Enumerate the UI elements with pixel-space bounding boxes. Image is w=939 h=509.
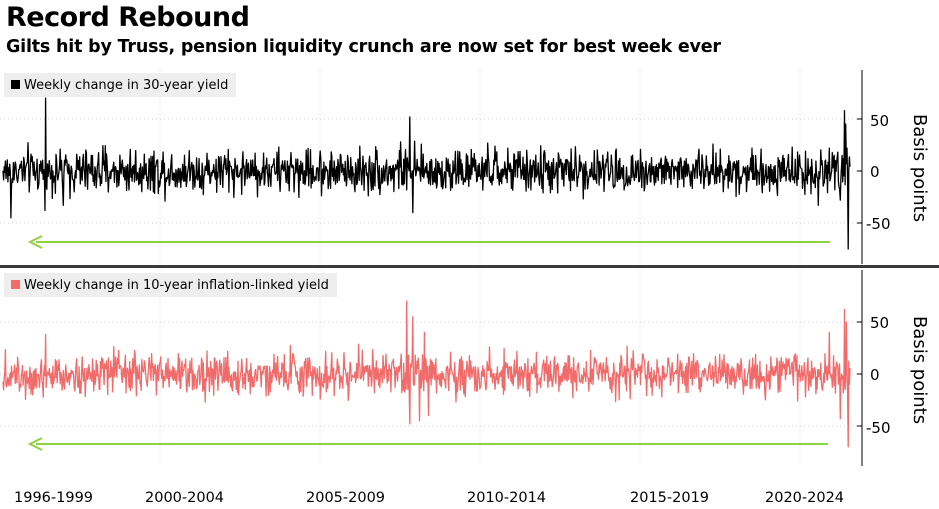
x-tick-label: 1996-1999: [14, 490, 93, 506]
y-tick-label: 50: [870, 112, 889, 130]
x-axis: 1996-1999 2000-2004 2005-2009 2010-2014 …: [14, 490, 844, 506]
y-tick-label: -50: [866, 215, 891, 233]
panel-separator: [0, 265, 939, 268]
series-30y-yield: [2, 97, 851, 250]
legend-label-10y: Weekly change in 10-year inflation-linke…: [24, 278, 329, 293]
legend-box: [4, 73, 236, 97]
y-ticks-top: [857, 118, 862, 224]
legend-swatch: [11, 280, 20, 289]
chart-subtitle: Gilts hit by Truss, pension liquidity cr…: [6, 37, 721, 57]
y-tick-label: 0: [870, 163, 880, 181]
series-line: [2, 97, 851, 250]
panel-10y-linker: 50 0 -50 Basis points Weekly change in 1…: [0, 270, 930, 466]
y-tick-label: -50: [866, 419, 891, 437]
x-tick-label: 2010-2014: [467, 490, 546, 506]
panel-30y-yield: 50 0 -50 Basis points Weekly change in 3…: [0, 70, 930, 264]
legend-swatch: [11, 80, 20, 89]
y-tick-label: 0: [870, 366, 880, 384]
y-ticks-bottom: [857, 321, 862, 427]
legend-box: [4, 273, 337, 297]
legend-label-30y: Weekly change in 30-year yield: [24, 78, 228, 93]
legend-30y: Weekly change in 30-year yield: [4, 73, 236, 97]
legend-10y: Weekly change in 10-year inflation-linke…: [4, 273, 337, 297]
series-10y-linker: [2, 300, 851, 448]
x-tick-label: 2000-2004: [145, 490, 224, 506]
x-tick-label: 2005-2009: [306, 490, 385, 506]
series-line: [2, 300, 851, 448]
y-axis-label-top: Basis points: [909, 114, 930, 222]
green-arrow-top: [27, 235, 830, 249]
y-axis-label-bottom: Basis points: [909, 316, 930, 424]
green-arrow-bottom: [27, 437, 828, 451]
y-tick-label: 50: [870, 314, 889, 332]
chart-title: Record Rebound: [6, 2, 250, 33]
x-tick-label: 2015-2019: [630, 490, 709, 506]
x-tick-label: 2020-2024: [765, 490, 844, 506]
